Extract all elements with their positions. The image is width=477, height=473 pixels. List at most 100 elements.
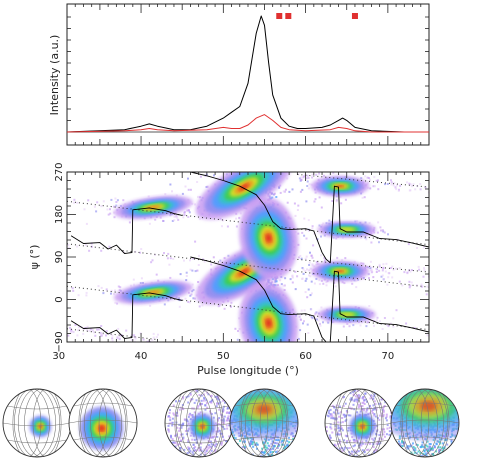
sphere-speckle (378, 443, 380, 445)
sphere-speckle (252, 445, 255, 448)
pa-cloud-cell (218, 304, 221, 307)
sphere-speckle (176, 443, 179, 446)
pa-cloud-cell (426, 334, 429, 337)
pa-cloud-cell (316, 318, 318, 321)
pa-cloud-cell (346, 322, 349, 325)
sphere-speckle (383, 405, 386, 407)
pa-cloud-cell (313, 282, 316, 285)
pa-cloud-cell (309, 251, 311, 254)
pa-cloud-cell (310, 308, 313, 311)
pa-cloud-cell (88, 249, 91, 252)
sphere-speckle (167, 424, 170, 427)
sphere-speckle (355, 451, 358, 454)
pa-cloud-cell (308, 264, 311, 266)
sphere-meridian (401, 389, 438, 457)
sphere-speckle (192, 443, 195, 446)
sphere-speckle (189, 412, 192, 415)
pa-cloud-cell (188, 211, 191, 214)
pa-cloud-cell (302, 322, 304, 325)
sphere-speckle (202, 399, 205, 402)
pa-cloud-cell (393, 182, 396, 185)
pa-dotted-lines (67, 173, 429, 341)
sphere-speckle (221, 436, 224, 439)
pa-cloud-cell (302, 272, 305, 275)
pa-cloud-cell (297, 256, 300, 259)
sphere-speckle (209, 410, 211, 413)
sphere-speckle (198, 449, 201, 452)
sphere-speckle (380, 412, 383, 415)
sphere-speckle (282, 447, 285, 450)
sphere-speckle (414, 447, 417, 450)
pa-cloud-cell (283, 284, 286, 287)
pa-cloud-cell (183, 214, 186, 216)
sphere-speckle (250, 438, 253, 440)
sphere-speckle (173, 413, 176, 416)
sphere-meridian (194, 389, 224, 457)
pa-cloud-cell (282, 190, 285, 193)
pa-cloud-cell (300, 176, 303, 179)
sphere-speckle (350, 452, 353, 455)
sphere-speckle (222, 438, 225, 441)
sphere-speckle (208, 444, 210, 447)
sphere-map-2 (164, 388, 234, 458)
sphere-speckle (214, 444, 217, 447)
sphere-speckle (267, 438, 270, 441)
sphere-speckle (218, 408, 221, 411)
pa-cloud-cell (314, 313, 317, 316)
sphere-speckle (426, 448, 429, 451)
pa-cloud-cell (109, 208, 111, 211)
sphere-speckle (331, 415, 334, 418)
sphere-speckle (419, 452, 422, 454)
sphere-speckle (338, 415, 341, 418)
sphere-speckle (270, 442, 273, 445)
pa-cloud-cell (226, 225, 229, 228)
pa-cloud-cell (364, 221, 367, 224)
pa-blob-level (265, 318, 272, 328)
sphere-speckle (337, 424, 340, 427)
pa-cloud-cell (201, 304, 204, 307)
sphere-speckle (373, 395, 376, 398)
pa-cloud-cell (152, 336, 155, 339)
pa-cloud-cell (297, 232, 300, 235)
pa-blob-level (239, 268, 249, 276)
pa-cloud-cell (192, 297, 195, 300)
sphere-speckle (192, 407, 195, 410)
pa-cloud-cell (83, 208, 86, 211)
pa-cloud-cell (230, 305, 232, 308)
sphere-speckle (179, 447, 182, 450)
sphere-speckle (366, 448, 369, 451)
pa-cloud-cell (341, 259, 344, 261)
sphere-speckle (403, 441, 406, 444)
sphere-speckle (218, 429, 221, 432)
sphere-speckle (214, 422, 217, 425)
pa-cloud-cell (283, 289, 286, 291)
pa-cloud-cell (181, 192, 184, 195)
pa-cloud-cell (313, 200, 316, 203)
pa-cloud-cell (219, 259, 222, 262)
pa-cloud-cell (283, 190, 286, 193)
pa-cloud-cell (273, 348, 275, 350)
pa-cloud-cell (99, 332, 102, 335)
pa-cloud-cell (300, 257, 303, 260)
pa-cloud-cell (223, 257, 226, 260)
sphere-speckle (344, 420, 347, 423)
pa-cloud-cell (327, 321, 330, 324)
sphere-speckle (388, 433, 391, 436)
pa-cloud-cell (279, 191, 282, 194)
pa-cloud-cell (297, 337, 300, 340)
sphere-speckle (213, 439, 216, 441)
sphere-speckle (244, 440, 246, 443)
sphere-speckle (388, 430, 391, 433)
pa-cloud-cell (386, 324, 389, 326)
pa-cloud-cell (313, 265, 316, 268)
pa-cloud-cell (389, 267, 392, 269)
pa-cloud-cell (188, 301, 191, 304)
sphere-outline (229, 388, 299, 458)
sphere-speckle (207, 393, 210, 396)
pa-cloud-cell (303, 320, 305, 323)
sphere-speckle (401, 445, 404, 448)
pa-cloud-cell (236, 338, 239, 341)
pa-cloud-cell (309, 267, 312, 270)
pa-cloud-cell (297, 173, 300, 176)
sphere-speckle (178, 427, 181, 430)
